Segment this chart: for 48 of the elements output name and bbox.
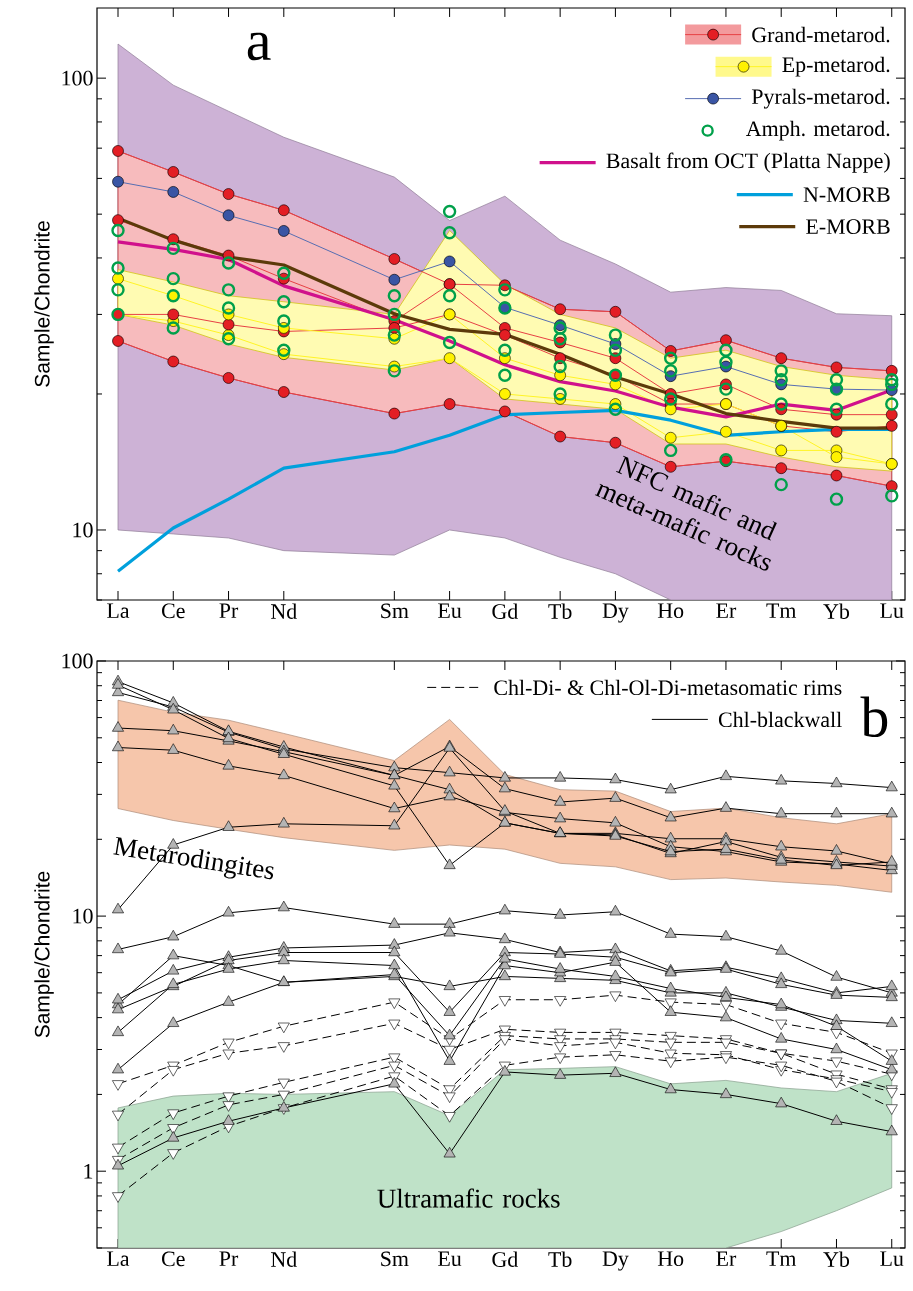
y-tick-label: 10 xyxy=(73,522,93,538)
annotation: Metarodingites xyxy=(113,836,274,880)
x-tick-label: Tb xyxy=(548,603,572,619)
x-tick-label: Ce xyxy=(162,1251,185,1267)
x-tick-label: Nd xyxy=(271,603,297,619)
x-tick-label: La xyxy=(107,1251,130,1267)
x-tick-label: Lu xyxy=(880,1251,904,1267)
legend-label: E-MORB xyxy=(806,219,890,234)
annotation: Ultramafic rocks xyxy=(377,1188,560,1208)
x-tick-label: Tm xyxy=(766,1251,797,1266)
x-tick-label: Dy xyxy=(602,1251,629,1271)
y-tick-label: 100 xyxy=(62,70,93,86)
x-tick-label: Eu xyxy=(438,1251,462,1267)
x-tick-label: Sm xyxy=(381,1251,409,1267)
legend-label: Chl-blackwall xyxy=(718,711,842,728)
legend-label: Grand-metarod. xyxy=(752,26,890,43)
x-tick-label: Ce xyxy=(162,603,185,619)
x-tick-label: Nd xyxy=(271,1251,297,1267)
x-tick-label: Pr xyxy=(219,603,239,618)
legend-label: Basalt from OCT (Platta Nappe) xyxy=(606,152,890,173)
annotation: b xyxy=(860,696,888,738)
x-tick-label: Er xyxy=(716,1251,737,1266)
y-tick-label: 1 xyxy=(84,1163,93,1179)
y-tick-label: 10 xyxy=(73,908,93,924)
x-tick-label: Lu xyxy=(880,603,904,619)
x-tick-label: Gd xyxy=(492,603,518,619)
x-tick-label: Er xyxy=(716,603,737,618)
x-tick-label: Eu xyxy=(438,603,462,619)
x-tick-label: Yb xyxy=(823,603,850,619)
legend-label: Ep-metarod. xyxy=(782,56,890,77)
legend-label: Amph. metarod. xyxy=(746,120,890,141)
annotation: a xyxy=(247,32,271,61)
x-tick-label: Gd xyxy=(492,1251,518,1267)
x-tick-label: Dy xyxy=(602,603,629,623)
x-tick-label: Tm xyxy=(766,603,797,618)
x-tick-label: Ho xyxy=(657,603,684,619)
y-axis-title: Sample/Chondrite xyxy=(34,871,54,1038)
legend-label: Pyrals-metarod. xyxy=(751,88,890,109)
y-tick-label: 100 xyxy=(62,653,93,669)
legend-label: Chl-Di- & Chl-Ol-Di-metasomatic rims xyxy=(494,679,842,696)
x-tick-label: Sm xyxy=(381,603,409,619)
x-tick-label: Yb xyxy=(823,1251,850,1267)
x-tick-label: La xyxy=(107,603,130,619)
x-tick-label: Pr xyxy=(219,1251,239,1266)
x-tick-label: Ho xyxy=(657,1251,684,1267)
legend-label: N-MORB xyxy=(803,187,890,202)
y-axis-title: Sample/Chondrite xyxy=(34,221,54,387)
x-tick-label: Tb xyxy=(548,1251,572,1267)
